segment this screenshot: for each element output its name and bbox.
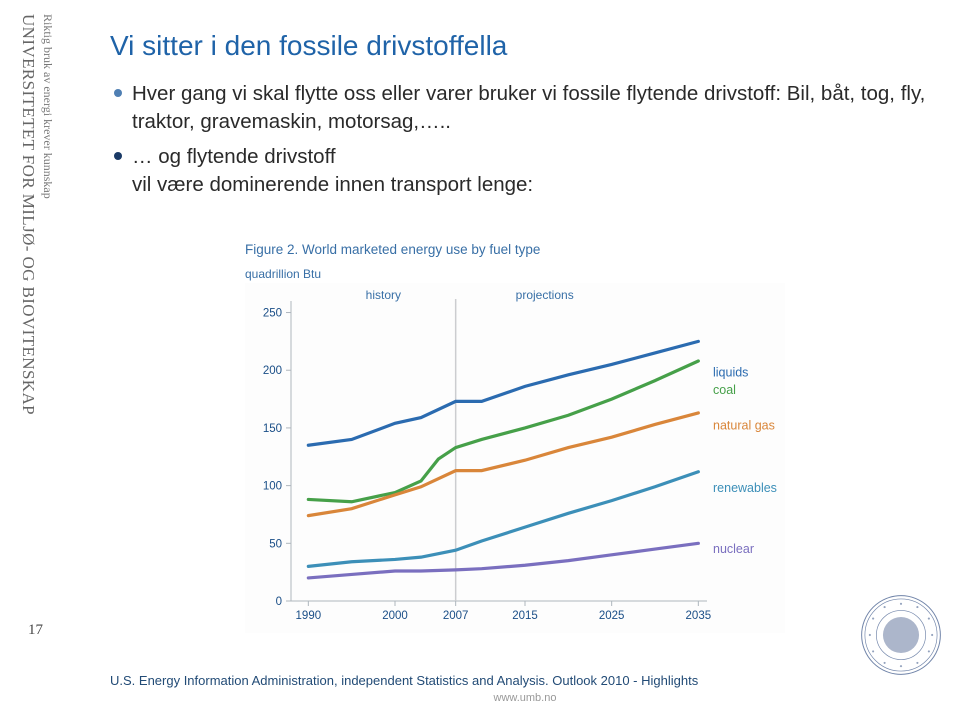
series-label-liquids: liquids <box>713 366 748 380</box>
slide-title: Vi sitter i den fossile drivstoffella <box>110 30 930 62</box>
left-rail: Riktig bruk av energi krever kunnskap UN… <box>12 14 72 574</box>
svg-text:50: 50 <box>269 538 282 550</box>
slide-content: Vi sitter i den fossile drivstoffella Hv… <box>110 30 930 207</box>
series-coal <box>308 361 698 502</box>
chart-title: Figure 2. World marketed energy use by f… <box>245 242 805 257</box>
umb-seal <box>860 594 942 676</box>
left-rail-title: UNIVERSITETET FOR MILJØ- OG BIOVITENSKAP <box>18 14 38 415</box>
bullet-item: … og flytende drivstoffvil være dominere… <box>114 143 930 198</box>
chart-y-axis-label: quadrillion Btu <box>245 267 805 281</box>
bullet-dot-icon <box>114 89 122 97</box>
bullet-text: Hver gang vi skal flytte oss eller varer… <box>132 80 930 135</box>
svg-text:2025: 2025 <box>599 610 625 622</box>
svg-text:2035: 2035 <box>686 610 712 622</box>
series-label-coal: coal <box>713 383 736 397</box>
svg-text:0: 0 <box>276 596 282 608</box>
series-natural-gas <box>308 413 698 516</box>
series-label-nuclear: nuclear <box>713 542 754 556</box>
chart-area: Figure 2. World marketed energy use by f… <box>245 242 805 633</box>
series-label-natural-gas: natural gas <box>713 419 775 433</box>
svg-text:100: 100 <box>263 481 282 493</box>
footer-url: www.umb.no <box>110 692 940 704</box>
series-label-renewables: renewables <box>713 481 777 495</box>
left-rail-subtitle: Riktig bruk av energi krever kunnskap <box>40 14 55 199</box>
svg-text:2007: 2007 <box>443 610 469 622</box>
svg-text:250: 250 <box>263 308 282 320</box>
source-citation: U.S. Energy Information Administration, … <box>110 673 940 688</box>
svg-text:history: history <box>366 288 401 302</box>
slide-number: 17 <box>28 622 43 639</box>
bullet-text: … og flytende drivstoffvil være dominere… <box>132 143 533 198</box>
footer: U.S. Energy Information Administration, … <box>110 673 940 704</box>
svg-text:2000: 2000 <box>382 610 408 622</box>
svg-text:1990: 1990 <box>296 610 322 622</box>
svg-text:150: 150 <box>263 423 282 435</box>
chart-plot: 0 50 100 150 200 250 1990 2000 2007 2015 2025 2035 h… <box>245 283 785 633</box>
svg-text:2015: 2015 <box>512 610 538 622</box>
svg-text:projections: projections <box>516 288 574 302</box>
svg-text:200: 200 <box>263 365 282 377</box>
bullet-dot-icon <box>114 152 122 160</box>
bullet-item: Hver gang vi skal flytte oss eller varer… <box>114 80 930 135</box>
bullet-list: Hver gang vi skal flytte oss eller varer… <box>114 80 930 199</box>
